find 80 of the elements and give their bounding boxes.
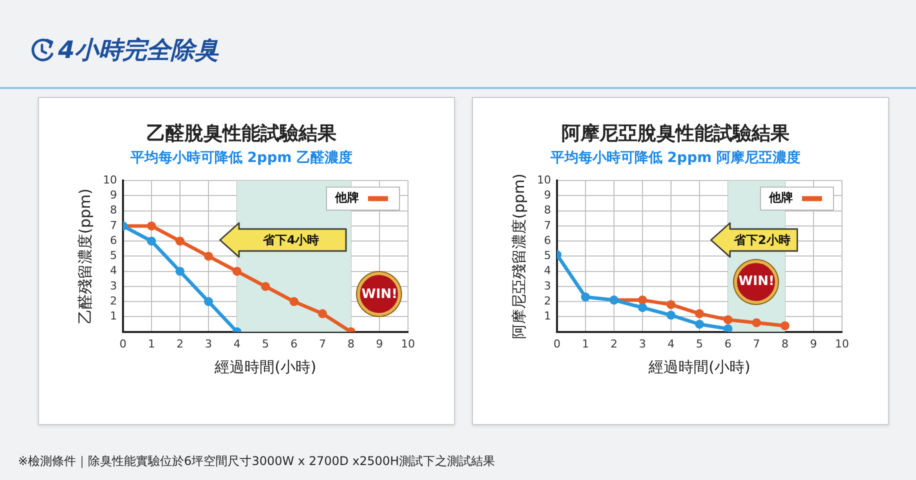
y-tick-label: 2 [544, 294, 551, 308]
point [176, 266, 184, 276]
band-label: 省下2小時 [734, 232, 790, 247]
x-tick-label: 0 [119, 337, 126, 350]
x-tick-label: 4 [234, 337, 240, 350]
x-tick-label: 1 [582, 337, 589, 350]
point [695, 309, 704, 318]
badge-icon: WIN! [357, 272, 402, 316]
x-axis-title: 經過時間(小時) [648, 358, 750, 376]
x-tick-label: 9 [810, 337, 817, 350]
point [147, 221, 156, 230]
point [695, 320, 704, 329]
y-tick-label: 6 [110, 234, 117, 247]
point [666, 300, 676, 310]
y-tick-label: 3 [544, 279, 551, 292]
y-tick-label: 1 [544, 310, 551, 323]
x-tick-label: 9 [376, 337, 383, 350]
y-tick-label: 8 [110, 204, 117, 217]
x-tick-label: 5 [696, 337, 703, 350]
y-tick-label: 1 [110, 310, 117, 323]
point [666, 310, 676, 320]
y-tick-label: 4 [544, 264, 551, 278]
x-tick-label: 10 [401, 337, 415, 350]
x-tick-label: 3 [639, 337, 646, 350]
point [780, 321, 790, 330]
chart-subtitle: 平均每小時可降低 2ppm 乙醛濃度 [129, 148, 353, 166]
point [318, 309, 327, 318]
y-tick-label: 9 [544, 188, 551, 202]
point [261, 282, 270, 291]
point [290, 297, 298, 306]
x-tick-label: 0 [553, 337, 560, 350]
y-tick-label: 6 [544, 234, 551, 247]
point [752, 318, 761, 328]
x-tick-label: 8 [348, 337, 354, 350]
y-tick-label: 7 [544, 218, 551, 232]
x-tick-label: 1 [148, 337, 155, 350]
text: 4小時完全除臭 [58, 35, 219, 66]
x-tick-label: 3 [205, 337, 212, 350]
x-tick-label: 6 [724, 337, 732, 350]
point [638, 296, 647, 305]
chart-title: 阿摩尼亞脫臭性能試驗結果 [562, 122, 790, 144]
point [724, 315, 732, 324]
y-tick-label: 10 [536, 173, 551, 186]
chart-subtitle: 平均每小時可降低 2ppm 阿摩尼亞濃度 [549, 148, 801, 166]
point [724, 324, 732, 332]
y-tick-label: 7 [110, 218, 117, 232]
y-tick-label: 4 [110, 264, 117, 278]
x-tick-label: 5 [262, 337, 269, 350]
text: ※檢測條件｜除臭性能實驗位於6坪空間尺寸3000W x 2700D x2500H測試下之測試結果 [18, 453, 496, 470]
x-tick-label: 7 [319, 337, 326, 350]
x-tick-label: 6 [290, 337, 298, 350]
x-tick-label: 4 [668, 337, 674, 350]
point [176, 236, 184, 246]
point [204, 252, 213, 261]
point [638, 303, 647, 312]
x-axis-title: 經過時間(小時) [214, 358, 316, 376]
y-tick-label: 2 [110, 294, 117, 308]
y-tick-label: 5 [110, 249, 117, 262]
x-tick-label: 7 [753, 337, 760, 350]
point [232, 266, 242, 276]
legend-label: 他牌 [334, 190, 359, 205]
legend-label: 他牌 [768, 190, 793, 205]
annotation: WIN! [361, 286, 398, 302]
band-label: 省下4小時 [262, 232, 320, 247]
y-tick-label: 9 [110, 188, 117, 202]
chart-title: 乙醛脫臭性能試驗結果 [146, 122, 338, 144]
y-tick-label: 10 [102, 173, 117, 186]
point [580, 292, 590, 302]
y-axis-title: 乙醛殘留濃度(ppm) [76, 188, 94, 324]
y-tick-label: 8 [544, 204, 551, 217]
point [147, 236, 156, 246]
x-tick-label: 2 [610, 337, 618, 350]
point [204, 297, 213, 306]
y-tick-label: 3 [110, 279, 117, 292]
x-tick-label: 2 [176, 337, 184, 350]
x-tick-label: 8 [782, 337, 788, 350]
y-axis-title: 阿摩尼亞殘留濃度(ppm) [510, 174, 528, 339]
y-tick-label: 5 [544, 249, 551, 262]
annotation: WIN! [738, 274, 774, 290]
x-tick-label: 10 [835, 337, 849, 350]
